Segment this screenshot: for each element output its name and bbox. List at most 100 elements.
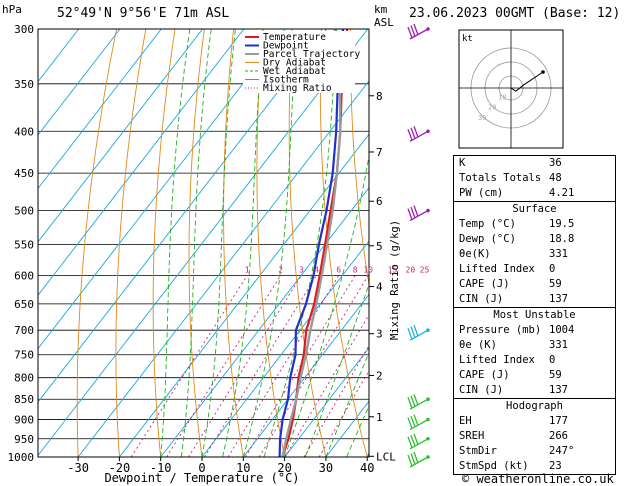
surface-row: CAPE (J) 59 (454, 277, 615, 292)
height-tick-label: 1 (376, 411, 383, 424)
hodograph-value: 247° (549, 445, 575, 457)
wind-barb-feather (413, 23, 419, 36)
wind-barb (407, 205, 430, 222)
wet-adiabat-line (180, 29, 212, 457)
dry-adiabat-line (319, 29, 368, 457)
legend-entry: Dry Adiabat (263, 58, 326, 69)
indices-panel: K 36 Totals Totals 48 PW (cm) 4.21 Surface Te… (453, 155, 616, 475)
isotherm-line (38, 29, 80, 83)
most-unstable-row: CIN (J) 137 (454, 383, 615, 398)
mixing-ratio-label: 2 (278, 265, 283, 274)
pressure-tick-label: 450 (14, 167, 34, 180)
hodograph-end-point (541, 70, 545, 74)
hodograph-row: SREH 266 (454, 429, 615, 444)
height-tick-label: 3 (376, 328, 383, 341)
mixing-ratio-axis-title: Mixing Ratio (g/kg) (389, 220, 401, 340)
most-unstable-key: Pressure (mb) (459, 324, 542, 336)
wind-barb-feather (413, 414, 419, 426)
most-unstable-row: θe (K) 331 (454, 338, 615, 353)
hodograph-key: SREH (459, 430, 485, 442)
mixing-ratio-label: 8 (353, 265, 358, 274)
copyright-label: © weatheronline.co.uk (462, 472, 614, 486)
hodograph-kt-label: kt (462, 34, 473, 44)
most-unstable-key: Lifted Index (459, 354, 535, 366)
mixing-ratio-labels: 1 2 3 4 6 8 10 15 20 25 (245, 265, 430, 274)
most-unstable-value: 1004 (549, 324, 575, 336)
index-row: Totals Totals 48 (454, 171, 615, 186)
isotherm-line (119, 133, 369, 457)
temperature-tick-label: 10 (236, 461, 250, 475)
pressure-tick-label: 650 (14, 298, 34, 311)
wind-barb-feather (407, 397, 413, 409)
mixing-ratio-label: 3 (299, 265, 304, 274)
height-axis: 8 7 6 5 4 3 2 1 LCL (368, 29, 396, 463)
wind-barb-dot (426, 436, 430, 441)
wind-barb-feather (410, 435, 416, 447)
pressure-tick-label: 750 (14, 349, 34, 362)
temperature-tick-label: 30 (319, 461, 333, 475)
wet-adiabat-line (284, 153, 369, 457)
height-tick-label: 5 (376, 240, 383, 253)
height-tick-label: 2 (376, 369, 383, 382)
wind-barb-staff (409, 210, 429, 222)
pressure-unit-label: hPa (2, 3, 22, 16)
height-unit-km: km (374, 3, 388, 16)
height-tick-label: 7 (376, 146, 383, 159)
surface-row: CIN (J) 137 (454, 292, 615, 307)
height-tick-label: 8 (376, 90, 383, 103)
isotherm-line (38, 29, 121, 136)
wind-barb-feather (410, 453, 416, 465)
legend-background (243, 31, 355, 93)
profile-parcel-trajectory (281, 29, 342, 457)
dry-adiabat-line (76, 29, 118, 457)
dry-adiabat-line (614, 29, 629, 457)
pressure-tick-label: 350 (14, 78, 34, 91)
surface-row: Temp (°C) 19.5 (454, 217, 615, 232)
wind-barb (407, 394, 430, 410)
pressure-tick-label: 400 (14, 125, 34, 138)
surface-key: CAPE (J) (459, 278, 510, 290)
pressure-tick-label: 700 (14, 324, 34, 337)
wet-adiabat-line (242, 29, 298, 457)
dry-adiabat-line (152, 29, 176, 457)
surface-section-title: Surface (454, 201, 615, 217)
dry-adiabat-line (188, 29, 205, 457)
wind-barb (407, 23, 430, 40)
wet-adiabat-line (160, 29, 191, 457)
legend-entry: Mixing Ratio (263, 83, 332, 94)
most-unstable-row: Pressure (mb) 1004 (454, 323, 615, 338)
mixing-ratio-line (303, 344, 369, 457)
wind-barb-feather (413, 433, 419, 445)
most-unstable-key: CIN (J) (459, 384, 504, 396)
wind-barb-feather (410, 326, 416, 338)
isotherm-line (38, 29, 245, 296)
wind-barb-feather (407, 129, 413, 141)
dry-adiabat-line (350, 29, 369, 288)
pressure-tick-label: 600 (14, 269, 34, 282)
mixing-ratio-label: 10 (363, 265, 373, 274)
isotherm-line (38, 29, 162, 190)
mixing-ratio-label: 20 (406, 265, 416, 274)
height-tick-label: 6 (376, 195, 383, 208)
wind-barb-staff (409, 28, 429, 40)
hodograph-value: 23 (549, 460, 562, 472)
wind-barb-feather (407, 454, 413, 467)
index-value: 48 (549, 172, 562, 184)
wind-barb-feather (413, 205, 419, 217)
mixing-ratio-label: 25 (420, 265, 430, 274)
legend-entry: Wet Adiabat (263, 66, 326, 77)
wind-barb-staff (409, 130, 429, 142)
wind-barb-dot (426, 208, 430, 213)
most-unstable-section-title: Most Unstable (454, 307, 615, 323)
location-label: 52°49'N 9°56'E 71m ASL (57, 6, 230, 21)
wind-barb-feather (410, 25, 416, 37)
index-key: K (459, 157, 466, 169)
surface-value: 18.8 (549, 233, 575, 245)
most-unstable-value: 331 (549, 339, 568, 351)
x-axis-title: Dewpoint / Temperature (°C) (104, 471, 299, 485)
wind-barb-staff (409, 418, 429, 431)
wind-barb-feather (407, 417, 413, 429)
surface-key: CIN (J) (459, 293, 504, 305)
mixing-ratio-label: 15 (388, 265, 398, 274)
